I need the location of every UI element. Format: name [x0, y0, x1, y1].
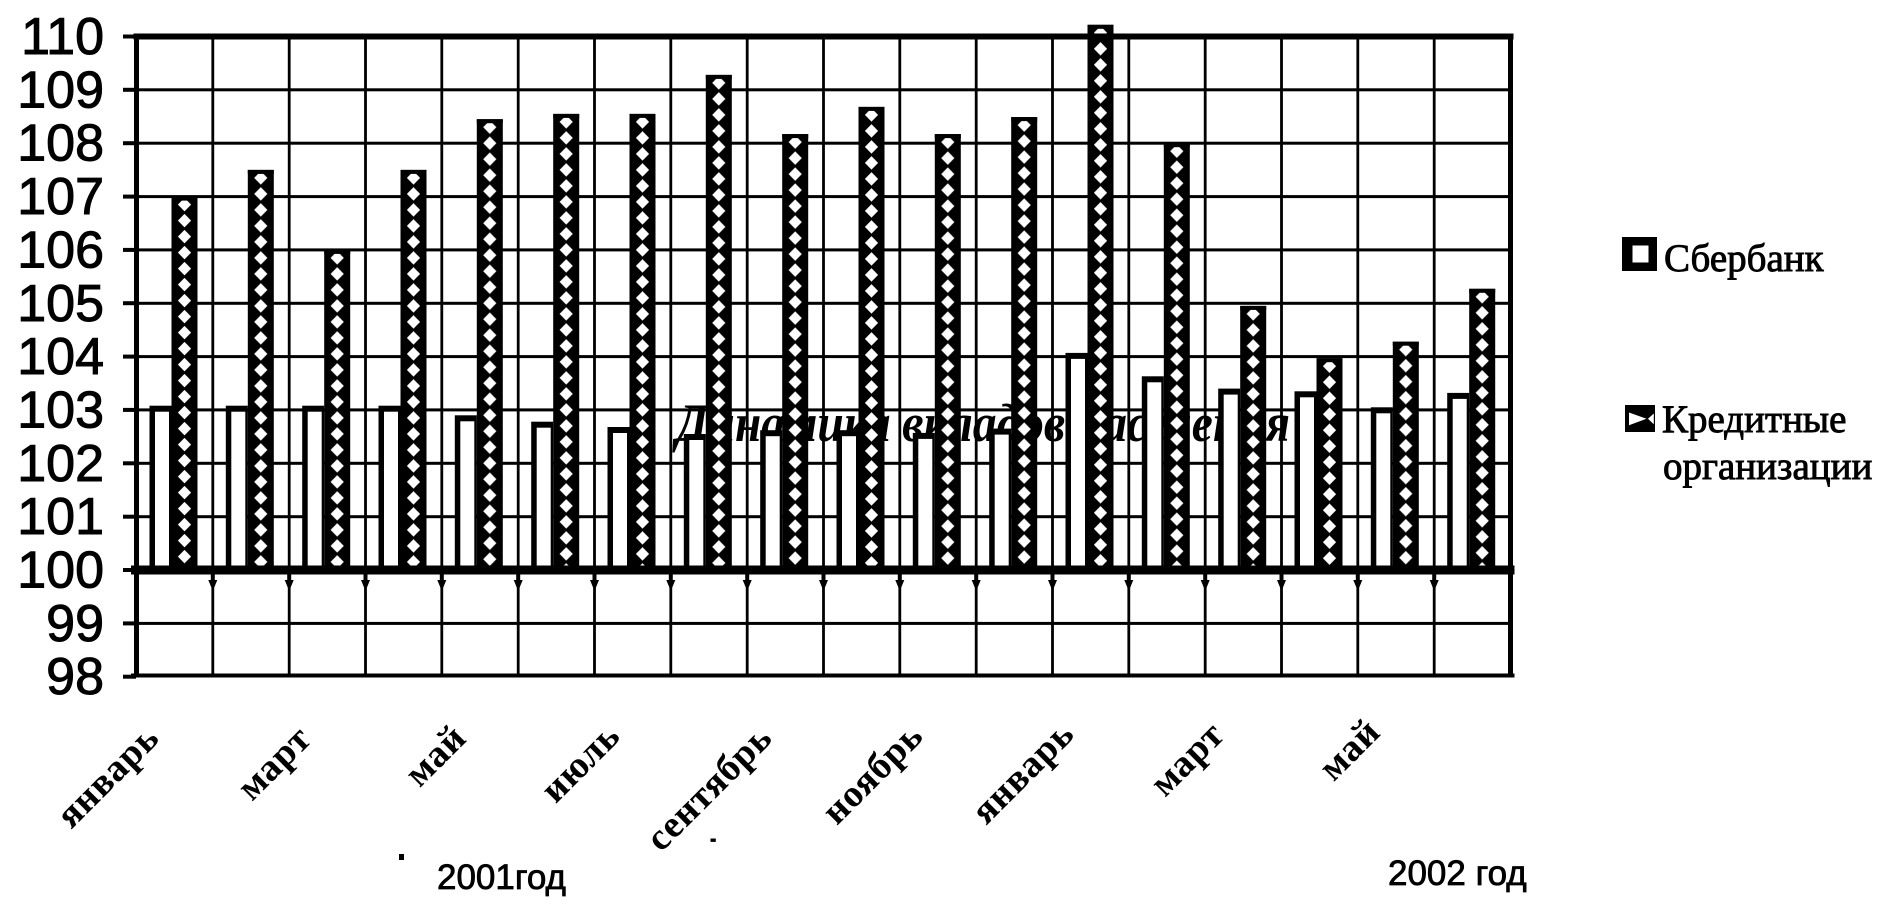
- svg-text:107: 107: [17, 168, 104, 226]
- svg-text:Кредитные: Кредитные: [1662, 398, 1846, 441]
- svg-text:100: 100: [17, 542, 104, 600]
- svg-text:110: 110: [21, 8, 104, 66]
- svg-text:98: 98: [46, 648, 104, 706]
- svg-text:2001год: 2001год: [437, 858, 566, 897]
- svg-text:103: 103: [17, 381, 104, 439]
- svg-text:102: 102: [17, 435, 104, 493]
- svg-text:99: 99: [46, 595, 104, 653]
- svg-text:105: 105: [17, 275, 104, 333]
- svg-text:Сбербанк: Сбербанк: [1664, 237, 1824, 280]
- svg-text:101: 101: [17, 488, 104, 546]
- svg-text:108: 108: [17, 115, 104, 173]
- svg-text:106: 106: [17, 221, 104, 279]
- svg-text:2002 год: 2002 год: [1388, 854, 1527, 893]
- svg-text:104: 104: [17, 328, 104, 386]
- svg-text:организации: организации: [1663, 445, 1872, 488]
- svg-text:109: 109: [17, 61, 104, 119]
